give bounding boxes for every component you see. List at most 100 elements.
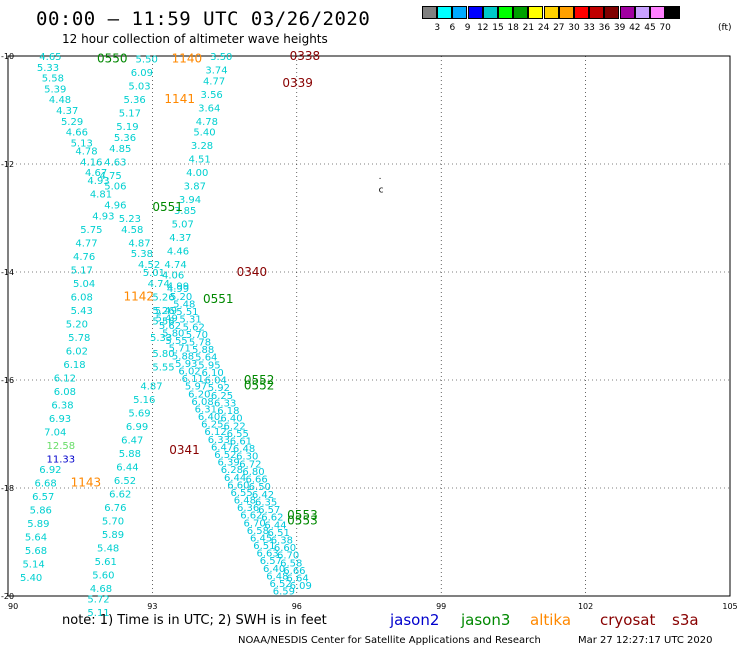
legend-label: 70 [659, 23, 671, 33]
wave-height-value: 3.64 [198, 103, 220, 114]
wave-height-value: 3.94 [179, 195, 201, 206]
pass-time-label: 0550 [97, 52, 128, 66]
wave-height-value: 6.44 [116, 462, 138, 473]
wave-height-value: 6.52 [114, 476, 136, 487]
wave-height-value: 4.81 [90, 190, 112, 201]
wave-height-value: 6.55 [227, 429, 249, 440]
footer-note: note: 1) Time is in UTC; 2) SWH is in fe… [62, 613, 327, 628]
wave-height-value: 6.22 [223, 421, 245, 432]
lon-tick-label: 99 [436, 602, 446, 611]
wave-height-value: 6.10 [201, 368, 223, 379]
wave-height-value: 6.63 [256, 549, 278, 560]
wave-height-value: 6.02 [178, 367, 200, 378]
wave-height-value: 5.26 [152, 306, 174, 317]
satellite-altika: altika [530, 611, 572, 629]
pass-time-label: 1143 [71, 476, 102, 490]
wave-height-value: 6.47 [121, 435, 143, 446]
wave-height-value: 5.97 [185, 382, 207, 393]
wave-height-value: 5.36 [124, 95, 146, 106]
wave-height-value: 6.92 [39, 465, 61, 476]
legend-swatch [482, 6, 498, 19]
wave-height-value: 5.62 [159, 321, 181, 332]
pass-time-label: 1141 [164, 92, 195, 106]
wave-height-value: 5.14 [22, 560, 44, 571]
wave-height-value: 6.80 [242, 467, 264, 478]
wave-height-value: 5.20 [170, 292, 192, 303]
legend-swatch [589, 6, 605, 19]
wave-height-value: 5.89 [27, 519, 49, 530]
wave-height-value: 5.03 [128, 82, 150, 93]
wave-height-value: 5.72 [87, 595, 109, 606]
wave-height-value: 4.00 [186, 168, 208, 179]
figure-subtitle: 12 hour collection of altimeter wave hei… [62, 32, 328, 46]
legend-label: 15 [492, 23, 504, 33]
wave-height-value: 6.44 [264, 520, 286, 531]
wave-height-value: 6.58 [280, 558, 302, 569]
pass-time-label: 0339 [282, 76, 313, 90]
wave-height-value: 4.78 [196, 117, 218, 128]
wave-height-value: 4.87 [128, 238, 150, 249]
wave-height-value: 6.40 [263, 564, 285, 575]
wave-height-value: 5.70 [186, 330, 208, 341]
legend-label: 18 [507, 23, 519, 33]
wave-height-value: 6.72 [239, 459, 261, 470]
wave-height-value: 6.68 [34, 479, 56, 490]
pass-time-label: 0551 [203, 292, 234, 306]
lat-tick-label: -14 [1, 268, 14, 277]
map-frame [7, 55, 731, 597]
wave-height-value: 4.76 [73, 252, 95, 263]
pass-time-label: 0341 [169, 443, 200, 457]
wave-height-value: 5.95 [198, 360, 220, 371]
wave-height-value: 5.61 [95, 557, 117, 568]
wave-height-value: 12.58 [47, 441, 76, 452]
wave-height-value: 6.62 [109, 489, 131, 500]
lat-tick-label: -18 [1, 484, 14, 493]
wave-height-value: 5.58 [42, 74, 64, 85]
wave-height-value: 5.48 [173, 299, 195, 310]
wave-height-value: 4.96 [104, 201, 126, 212]
legend-swatch [422, 6, 437, 19]
wave-height-value: 4.68 [90, 584, 112, 595]
wave-height-value: 6.61 [230, 437, 252, 448]
credit-text: NOAA/NESDIS Center for Satellite Applica… [238, 635, 541, 646]
wave-height-value: 6.02 [66, 346, 88, 357]
generated-timestamp: Mar 27 12:27:17 UTC 2020 [578, 635, 713, 646]
wave-height-value: 5.13 [71, 138, 93, 149]
lon-tick-label: 105 [722, 602, 737, 611]
wave-height-value: 6.09 [131, 68, 153, 79]
pass-time-label: 0552 [244, 378, 275, 392]
legend-unit: (ft) [718, 23, 732, 33]
wave-height-value: 5.64 [195, 353, 217, 364]
wave-height-value: 4.74 [148, 279, 170, 290]
wave-height-value: 6.47 [211, 442, 233, 453]
legend-swatch [498, 6, 513, 19]
wave-height-value: 5.88 [172, 351, 194, 362]
wave-height-value: 6.48 [266, 571, 288, 582]
wave-height-value: 4.06 [162, 271, 184, 282]
wave-height-value: 5.50 [136, 55, 158, 66]
wave-height-value: 5.70 [102, 516, 124, 527]
wave-height-value: 5.51 [176, 307, 198, 318]
wave-height-value: 6.66 [246, 475, 268, 486]
legend-label: 30 [568, 23, 580, 33]
legend-label: 42 [629, 23, 641, 33]
wave-height-value: 5.55 [152, 363, 174, 374]
wave-height-value: 4.65 [39, 52, 61, 63]
wave-height-value: 6.66 [283, 566, 305, 577]
wave-height-value: 5.48 [97, 543, 119, 554]
wave-height-value: 5.68 [25, 546, 47, 557]
wave-height-value: 6.45 [250, 533, 272, 544]
wave-height-value: 6.70 [243, 518, 265, 529]
satellite-s3a: s3a [672, 611, 699, 629]
legend-swatch [634, 6, 650, 19]
wave-height-value: 6.18 [217, 406, 239, 417]
wave-height-value: 6.76 [104, 503, 126, 514]
wave-height-value: 4.85 [109, 144, 131, 155]
satellite-jason2: jason2 [390, 611, 440, 629]
wave-height-value: 3.74 [205, 66, 227, 77]
wave-height-value: 6.08 [54, 387, 76, 398]
wave-height-value: 6.39 [217, 458, 239, 469]
wave-height-value: 4.66 [66, 128, 88, 139]
legend-swatch [452, 6, 468, 19]
